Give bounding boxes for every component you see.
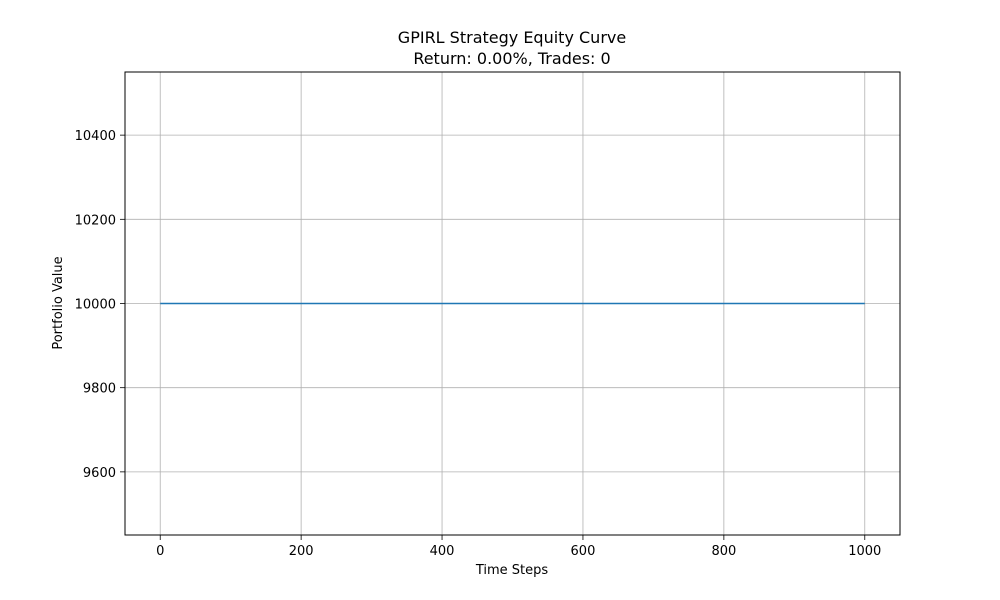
y-tick-label: 9600: [83, 466, 116, 481]
x-tick-label: 800: [711, 544, 736, 559]
chart-subtitle: Return: 0.00%, Trades: 0: [413, 49, 610, 68]
x-tick-label: 400: [430, 544, 455, 559]
y-tick-label: 10200: [75, 213, 116, 228]
y-tick-label: 10000: [75, 298, 116, 313]
x-tick-label: 0: [156, 544, 164, 559]
y-axis-label: Portfolio Value: [51, 256, 66, 349]
x-tick-label: 200: [289, 544, 314, 559]
y-tick-label: 10400: [75, 129, 116, 144]
x-axis-label: Time Steps: [475, 563, 549, 578]
y-axis-ticks: 9600 9800 10000 10200 10400: [75, 129, 125, 481]
x-axis-ticks: 0 200 400 600 800 1000: [156, 535, 881, 559]
x-tick-label: 600: [571, 544, 596, 559]
y-tick-label: 9800: [83, 382, 116, 397]
x-tick-label: 1000: [848, 544, 881, 559]
chart-title: GPIRL Strategy Equity Curve: [398, 28, 626, 47]
